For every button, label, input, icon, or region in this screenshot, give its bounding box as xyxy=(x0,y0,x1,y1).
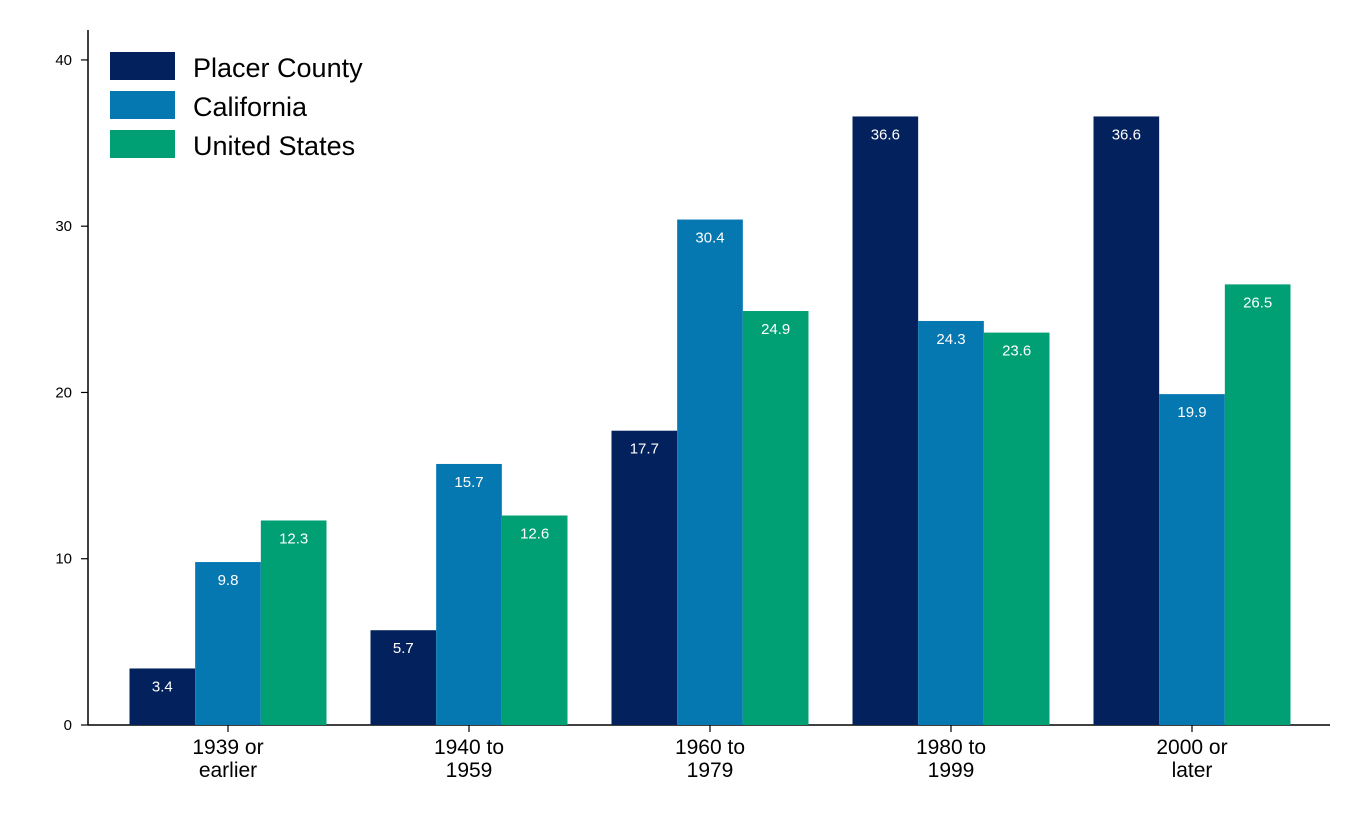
bar xyxy=(852,116,919,725)
legend-swatch xyxy=(110,52,175,80)
legend: Placer County California United States xyxy=(110,52,363,161)
bar xyxy=(1224,284,1291,725)
bar-value-label: 17.7 xyxy=(630,441,659,458)
bar xyxy=(370,630,437,725)
bar-value-label: 15.7 xyxy=(454,474,483,491)
bar xyxy=(1159,394,1225,725)
y-tick-label: 20 xyxy=(55,384,72,401)
x-tick-label: 1939 or xyxy=(192,736,263,759)
bar xyxy=(1093,116,1160,725)
bar xyxy=(501,515,568,725)
bar-value-label: 36.6 xyxy=(871,126,900,143)
y-tick-label: 0 xyxy=(64,717,72,734)
y-tick-label: 10 xyxy=(55,551,72,568)
bar-value-label: 12.3 xyxy=(279,530,308,547)
x-tick-label: 1940 to xyxy=(434,736,504,759)
legend-swatch xyxy=(110,130,175,158)
legend-label: California xyxy=(193,92,308,122)
bar xyxy=(129,668,196,725)
bar-value-label: 36.6 xyxy=(1112,126,1141,143)
bar-value-label: 12.6 xyxy=(520,526,549,543)
x-tick-label: 1980 to xyxy=(916,736,986,759)
x-tick-label: earlier xyxy=(199,759,257,782)
bar xyxy=(611,430,678,725)
bar-value-label: 24.9 xyxy=(761,321,790,338)
y-tick-label: 30 xyxy=(55,218,72,235)
x-tick-label: 1999 xyxy=(928,759,975,782)
bar xyxy=(918,320,984,725)
bar xyxy=(983,332,1050,725)
bar xyxy=(195,562,261,725)
bar-value-label: 24.3 xyxy=(936,331,965,348)
bar-value-label: 3.4 xyxy=(152,678,173,695)
bar xyxy=(677,219,743,725)
x-tick-label: later xyxy=(1172,759,1213,782)
bars xyxy=(129,116,1291,725)
bar xyxy=(436,463,502,725)
bar-value-label: 30.4 xyxy=(695,230,724,247)
bar-value-label: 23.6 xyxy=(1002,343,1031,360)
data-labels: 3.4 9.8 12.3 5.7 15.7 12.6 17.7 30.4 24.9 36.6 24.… xyxy=(152,126,1272,695)
x-tick-label: 1960 to xyxy=(675,736,745,759)
legend-label: Placer County xyxy=(193,53,363,83)
legend-swatch xyxy=(110,91,175,119)
x-tick-label: 1979 xyxy=(687,759,734,782)
bar-value-label: 9.8 xyxy=(218,572,239,589)
x-tick-label: 1959 xyxy=(446,759,493,782)
x-tick-label: 2000 or xyxy=(1156,736,1227,759)
bar xyxy=(260,520,327,725)
bar-value-label: 19.9 xyxy=(1177,404,1206,421)
bar-value-label: 5.7 xyxy=(393,640,414,657)
legend-label: United States xyxy=(193,131,355,161)
bar-value-label: 26.5 xyxy=(1243,294,1272,311)
y-tick-label: 40 xyxy=(55,52,72,69)
bar xyxy=(742,310,809,725)
